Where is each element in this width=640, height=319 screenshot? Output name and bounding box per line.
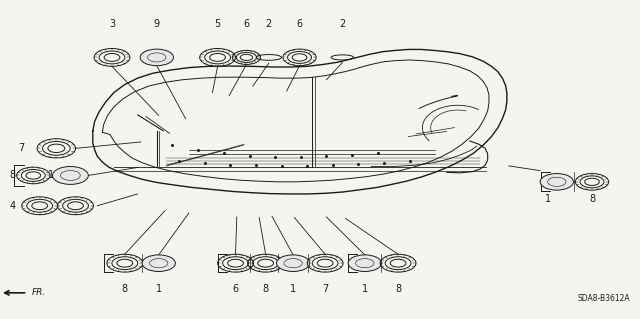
Text: 3: 3 xyxy=(109,19,115,29)
Text: 6: 6 xyxy=(296,19,303,29)
Circle shape xyxy=(52,167,88,184)
Text: 4: 4 xyxy=(10,201,16,211)
Text: 5: 5 xyxy=(214,19,221,29)
Circle shape xyxy=(140,49,173,66)
Text: SDA8-B3612A: SDA8-B3612A xyxy=(578,294,630,303)
Text: 9: 9 xyxy=(154,19,160,29)
Text: 8: 8 xyxy=(395,284,401,294)
Text: 1: 1 xyxy=(362,284,368,294)
Circle shape xyxy=(348,255,381,271)
Text: 1: 1 xyxy=(48,170,54,181)
Text: 8: 8 xyxy=(10,170,16,181)
Text: 1: 1 xyxy=(545,194,552,204)
Text: 1: 1 xyxy=(290,284,296,294)
Text: 8: 8 xyxy=(122,284,128,294)
Text: 1: 1 xyxy=(156,284,162,294)
Text: 7: 7 xyxy=(322,284,328,294)
Circle shape xyxy=(540,174,573,190)
Text: 6: 6 xyxy=(243,19,250,29)
Circle shape xyxy=(276,255,310,271)
Text: 6: 6 xyxy=(232,284,239,294)
Text: 2: 2 xyxy=(339,19,346,29)
Text: 8: 8 xyxy=(262,284,269,294)
Text: 2: 2 xyxy=(266,19,272,29)
Text: 8: 8 xyxy=(589,194,595,204)
Circle shape xyxy=(142,255,175,271)
Text: FR.: FR. xyxy=(32,288,46,297)
Text: 7: 7 xyxy=(18,143,24,153)
